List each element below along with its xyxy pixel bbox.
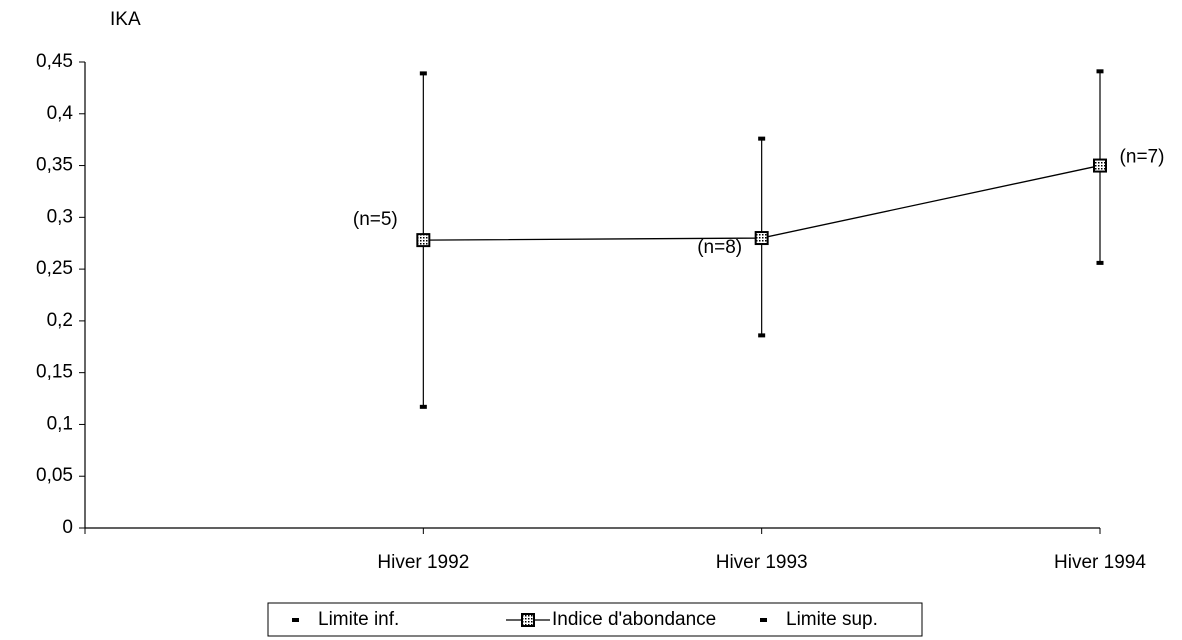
x-tick-label: Hiver 1992 <box>377 552 469 573</box>
dash-marker <box>419 404 427 409</box>
y-tick-label: 0,2 <box>47 310 73 331</box>
legend-marker <box>760 618 767 622</box>
legend-marker <box>292 618 299 622</box>
y-tick-label: 0,3 <box>47 206 73 227</box>
y-tick-label: 0,1 <box>47 413 73 434</box>
y-tick-label: 0,05 <box>36 465 73 486</box>
x-tick-label: Hiver 1993 <box>716 552 808 573</box>
y-tick-label: 0,4 <box>47 103 74 124</box>
annotation: (n=8) <box>697 237 742 258</box>
y-tick-label: 0,15 <box>36 362 73 383</box>
y-tick-label: 0,25 <box>36 258 73 279</box>
dash-marker <box>758 333 766 338</box>
point <box>754 231 769 246</box>
dash-marker <box>419 71 427 76</box>
point <box>1093 158 1107 173</box>
dash-marker <box>758 136 766 141</box>
y-tick-label: 0,45 <box>36 51 73 72</box>
y-axis-label: IKA <box>110 9 141 30</box>
x-tick-label: Hiver 1994 <box>1054 552 1146 573</box>
annotation: (n=7) <box>1120 147 1165 168</box>
y-tick-label: 0 <box>62 517 73 538</box>
legend-label: Indice d'abondance <box>552 609 716 630</box>
y-tick-label: 0,35 <box>36 155 73 176</box>
dash-marker <box>1096 260 1104 265</box>
legend-label: Limite sup. <box>786 609 878 630</box>
dash-marker <box>1096 69 1104 74</box>
annotation: (n=5) <box>353 209 398 230</box>
point <box>416 233 431 248</box>
legend-label: Limite inf. <box>318 609 399 630</box>
legend-marker <box>521 613 535 627</box>
legend-box <box>267 602 923 637</box>
